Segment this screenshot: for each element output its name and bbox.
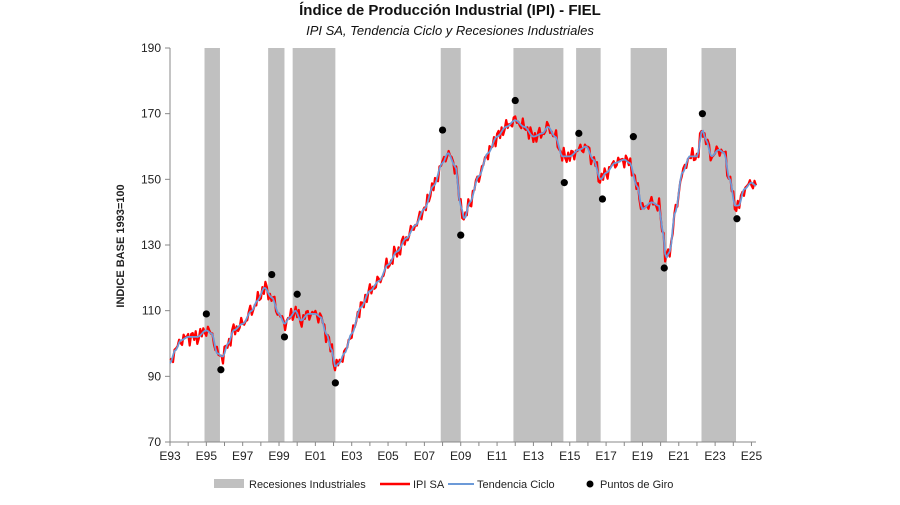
y-tick-label: 90 bbox=[148, 369, 162, 383]
ipi-line bbox=[169, 115, 758, 372]
x-tick-label: E17 bbox=[595, 449, 617, 463]
legend-swatch-recessions bbox=[214, 479, 244, 488]
turning-point bbox=[331, 379, 339, 387]
turning-point bbox=[280, 333, 289, 341]
y-tick-label: 150 bbox=[141, 172, 161, 186]
recession-band-2 bbox=[268, 48, 285, 442]
x-tick-label: E11 bbox=[487, 449, 508, 463]
chart-subtitle: IPI SA, Tendencia Ciclo y Recesiones Ind… bbox=[306, 23, 594, 38]
recession-band-4 bbox=[440, 48, 461, 442]
turning-point bbox=[575, 129, 583, 137]
legend-label-points: Puntos de Giro bbox=[600, 479, 673, 491]
turning-point bbox=[268, 270, 276, 279]
legend-label-trend: Tendencia Ciclo bbox=[477, 479, 555, 491]
turning-point bbox=[293, 290, 301, 298]
turning-point bbox=[217, 366, 225, 374]
x-tick-label: E13 bbox=[523, 449, 545, 463]
y-axis-label: INDICE BASE 1993=100 bbox=[115, 184, 127, 307]
x-tick-label: E97 bbox=[232, 449, 254, 463]
turning-point bbox=[698, 110, 706, 118]
turning-point bbox=[560, 179, 568, 187]
y-tick-label: 70 bbox=[148, 435, 162, 449]
recession-band-6 bbox=[576, 48, 601, 442]
x-tick-label: E93 bbox=[159, 449, 181, 463]
trend-line bbox=[169, 119, 757, 368]
turning-point bbox=[438, 126, 447, 134]
recession-band-3 bbox=[292, 48, 336, 442]
turning-point bbox=[733, 215, 741, 223]
chart-title: Índice de Producción Industrial (IPI) - … bbox=[299, 2, 601, 19]
axes: 70 90 110 130 150 170 190 E93 E95 E97 E99 E01 E03 E05… bbox=[141, 41, 762, 463]
legend: Recesiones Industriales IPI SA Tendencia… bbox=[214, 479, 673, 491]
x-tick-label: E19 bbox=[632, 449, 654, 463]
x-tick-label: E07 bbox=[414, 449, 436, 463]
turning-point bbox=[598, 195, 607, 203]
legend-label-ipi: IPI SA bbox=[413, 479, 445, 491]
x-tick-label: E15 bbox=[559, 449, 581, 463]
turning-point bbox=[202, 310, 210, 318]
y-tick-label: 190 bbox=[141, 41, 161, 55]
x-tick-label: E95 bbox=[196, 449, 218, 463]
turning-point bbox=[629, 133, 637, 141]
x-tick-label: E23 bbox=[704, 449, 726, 463]
recession-band-7 bbox=[630, 48, 667, 442]
turning-point bbox=[457, 231, 465, 239]
turning-points bbox=[202, 96, 741, 387]
ipi-series bbox=[169, 115, 758, 372]
turning-point bbox=[660, 264, 668, 272]
x-tick-label: E01 bbox=[305, 449, 327, 463]
y-tick-label: 130 bbox=[141, 238, 161, 252]
legend-label-recessions: Recesiones Industriales bbox=[249, 479, 366, 491]
turning-point bbox=[511, 96, 519, 105]
x-tick-label: E21 bbox=[668, 449, 690, 463]
y-tick-label: 110 bbox=[142, 304, 161, 318]
x-tick-label: E99 bbox=[268, 449, 290, 463]
y-tick-label: 170 bbox=[141, 107, 161, 121]
trend-series bbox=[169, 119, 757, 368]
x-tick-label: E25 bbox=[741, 449, 763, 463]
x-tick-label: E03 bbox=[341, 449, 363, 463]
recession-band-5 bbox=[513, 48, 564, 442]
x-tick-label: E09 bbox=[450, 449, 472, 463]
legend-swatch-points bbox=[586, 480, 594, 488]
recession-bands bbox=[204, 48, 737, 442]
recession-band-1 bbox=[204, 48, 220, 442]
recession-band-8 bbox=[701, 48, 737, 442]
x-tick-label: E05 bbox=[377, 449, 399, 463]
